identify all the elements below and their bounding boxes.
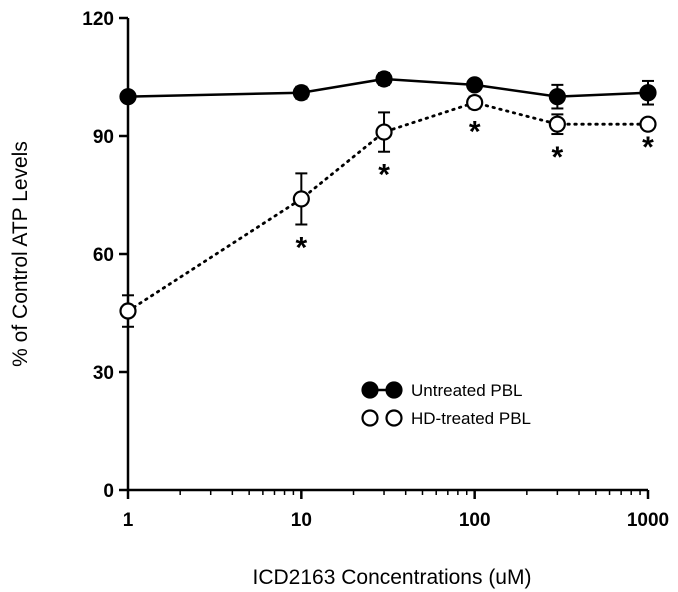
legend-item: HD-treated PBL bbox=[361, 409, 531, 428]
series-hd-treated bbox=[119, 93, 657, 328]
x-tick-label: 100 bbox=[459, 510, 491, 531]
plot-area bbox=[119, 70, 657, 328]
significance-asterisk: * bbox=[295, 232, 307, 265]
data-point-filled bbox=[375, 70, 393, 88]
data-point-open bbox=[466, 93, 484, 112]
significance-asterisk: * bbox=[642, 131, 654, 164]
data-point-filled bbox=[639, 84, 657, 102]
significance-asterisk: * bbox=[469, 115, 481, 148]
significance-asterisk: * bbox=[378, 159, 390, 192]
legend-marker bbox=[385, 381, 403, 399]
y-tick-label: 60 bbox=[93, 245, 114, 266]
x-tick-label: 1 bbox=[123, 510, 134, 531]
data-point-open bbox=[548, 115, 566, 133]
legend-marker bbox=[385, 409, 403, 427]
data-point-filled bbox=[548, 88, 566, 106]
legend-label: HD-treated PBL bbox=[411, 409, 531, 428]
legend-item: Untreated PBL bbox=[361, 381, 523, 400]
x-axis: 1 10 100 1000 bbox=[123, 488, 669, 531]
y-tick-label: 120 bbox=[82, 9, 114, 30]
legend-label: Untreated PBL bbox=[411, 381, 523, 400]
y-axis: 0 30 60 90 120 bbox=[82, 9, 130, 502]
data-point-filled bbox=[292, 84, 310, 102]
significance-marks: * * * * * bbox=[295, 115, 654, 264]
data-point-filled bbox=[119, 88, 137, 106]
legend: Untreated PBL HD-treated PBL bbox=[361, 381, 531, 428]
data-point-open bbox=[292, 190, 310, 208]
data-point-filled bbox=[466, 76, 484, 94]
x-tick-label: 1000 bbox=[627, 510, 669, 531]
data-point-open bbox=[119, 302, 137, 320]
x-axis-label: ICD2163 Concentrations (uM) bbox=[253, 566, 532, 589]
y-tick-label: 30 bbox=[93, 363, 114, 384]
legend-marker bbox=[361, 409, 379, 427]
series-line bbox=[126, 77, 650, 98]
series-untreated bbox=[119, 70, 657, 110]
y-tick-label: 90 bbox=[93, 127, 114, 148]
y-tick-label: 0 bbox=[103, 481, 114, 502]
significance-asterisk: * bbox=[552, 141, 564, 174]
x-tick-label: 10 bbox=[291, 510, 312, 531]
data-point-open bbox=[375, 123, 393, 141]
legend-marker bbox=[361, 381, 379, 399]
data-point-open bbox=[639, 115, 657, 133]
y-axis-label: % of Control ATP Levels bbox=[9, 141, 32, 367]
